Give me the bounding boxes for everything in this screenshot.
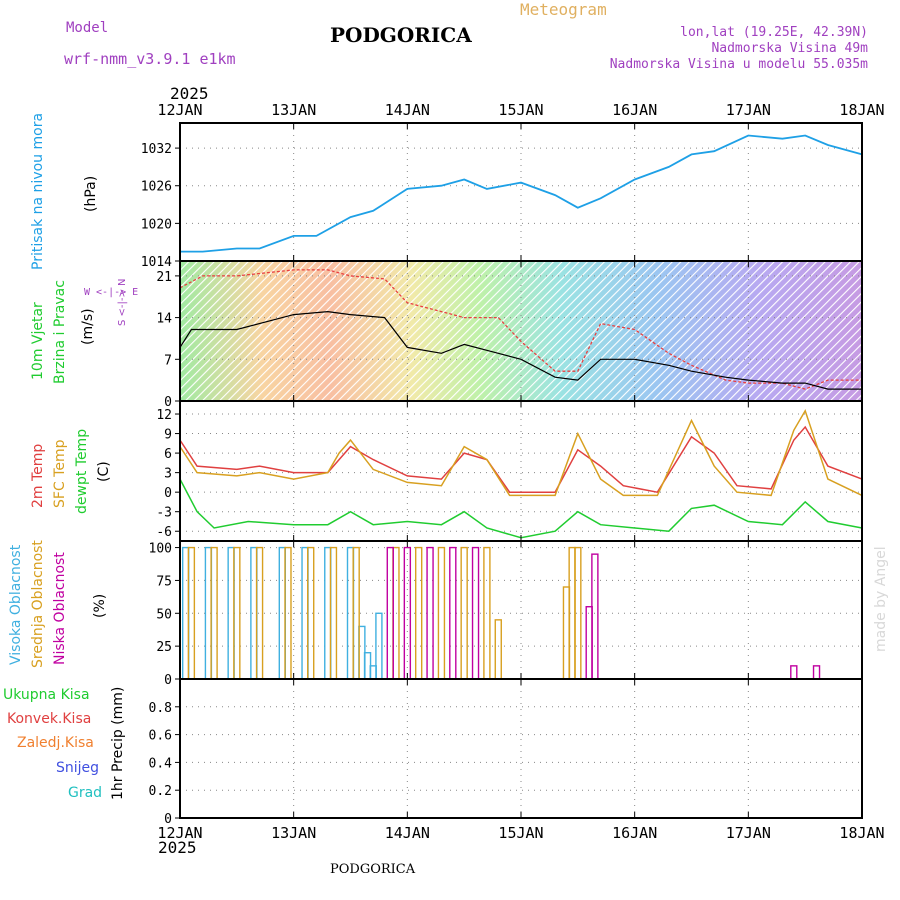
model-name: wrf-nmm_v3.9.1 e1km [64,50,236,68]
y-tick-label: 1014 [141,255,172,270]
wind-speed-line [179,310,862,390]
coords-text: lon,lat (19.25E, 42.39N) [680,25,868,40]
cloud-low-bar [471,546,480,680]
wind-rose-h: W <-|-> E [84,287,139,298]
y-tick-label: 6 [164,447,172,462]
y-tick-label: -6 [156,525,172,540]
precip-legend-total: Ukupna Kisa [3,687,90,703]
footer-station: PODGORICA [330,862,416,877]
day-label-top: 15JAN [498,101,543,119]
year-top: 2025 [170,84,209,103]
y-tick-label: 50 [156,607,172,622]
y-tick-label: 7 [164,353,172,368]
day-label-bottom: 13JAN [271,824,316,842]
y-tick-label: 1020 [141,217,172,232]
y-tick-label: 1026 [141,180,172,195]
day-label-bottom: 17JAN [726,824,771,842]
day-label-bottom: 15JAN [498,824,543,842]
day-label-bottom: 16JAN [612,824,657,842]
cloud-low-bar [812,665,821,680]
precip-legend-frz: Zaledj.Kisa [17,735,94,751]
wind-hatch [181,262,861,400]
y-tick-label: 0.6 [149,729,172,744]
cloud-mid-bar [437,546,446,680]
day-label-top: 17JAN [726,101,771,119]
y-tick-label: 75 [156,574,172,589]
y-tick-label: 3 [164,467,172,482]
y-tick-label: 0 [164,673,172,688]
y-tick-label: 0.8 [149,701,172,716]
panel-frame-precip [179,678,863,819]
day-label-top: 16JAN [612,101,657,119]
y-tick-label: 0 [164,486,172,501]
y-tick-label: 0.4 [149,756,173,771]
pressure-line [180,134,863,253]
temp-2m-line [179,425,863,494]
day-label-bottom: 12JAN [157,824,202,842]
y-tick-label: 14 [156,312,172,327]
station-title: PODGORICA [330,23,472,47]
day-label-top: 12JAN [157,101,202,119]
elevation-text: Nadmorska Visina 49m [711,41,868,56]
model-label: Model [66,20,109,36]
y-tick-label: 0 [164,812,172,827]
cloud-mid-bar [494,619,502,680]
y-tick-label: 1032 [141,142,172,157]
day-label-top: 13JAN [271,101,316,119]
y-tick-label: 21 [156,270,172,285]
year-bottom: 2025 [158,838,197,857]
panel-frame-cloud [179,540,863,680]
model-elevation-text: Nadmorska Visina u modelu 55.035m [609,57,868,72]
y-tick-label: 12 [156,408,172,423]
day-label-top: 18JAN [839,101,884,119]
y-tick-label: 0 [164,395,172,410]
y-tick-label: -3 [156,506,172,521]
cloud-low-bar [790,665,798,680]
day-label-bottom: 18JAN [839,824,884,842]
y-tick-label: 9 [164,428,172,443]
y-tick-label: 25 [156,640,172,655]
day-label-top: 14JAN [385,101,430,119]
precip-legend-snow: Snijeg [56,760,100,776]
y-tick-label: 100 [149,542,172,557]
wind-gust-line [179,269,862,390]
precip-legend-conv: Konvek.Kisa [7,711,92,727]
product-title: Meteogram [520,0,607,19]
y-tick-label: 0.2 [149,784,172,799]
day-label-bottom: 14JAN [385,824,430,842]
precip-legend-hail: Grad [68,785,103,801]
temp-sfc-line [179,408,863,497]
